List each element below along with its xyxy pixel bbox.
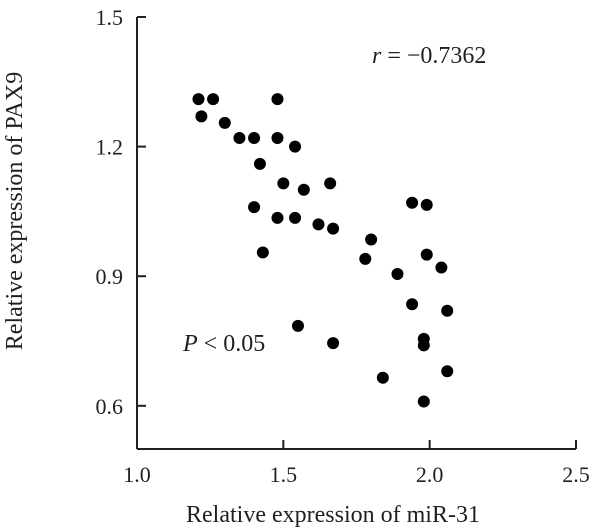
y-axis-title: Relative expression of PAX9 — [2, 72, 28, 350]
r-symbol: r — [372, 43, 382, 69]
data-point — [192, 93, 205, 106]
data-point — [391, 268, 404, 281]
data-point — [233, 131, 246, 144]
data-point — [441, 304, 454, 317]
data-point — [248, 131, 261, 144]
data-point — [406, 196, 419, 209]
y-tick-label: 1.2 — [96, 135, 124, 160]
p-symbol: P — [182, 331, 198, 357]
data-point — [327, 337, 340, 350]
data-point — [218, 116, 231, 129]
p-value: < 0.05 — [198, 331, 266, 357]
data-point — [420, 248, 433, 261]
data-point — [207, 93, 220, 106]
p-value-annotation: P < 0.05 — [182, 331, 265, 357]
data-point — [435, 261, 448, 274]
data-point — [417, 395, 430, 408]
data-point — [417, 339, 430, 352]
y-tick-label: 0.6 — [96, 394, 124, 419]
x-tick-label: 1.0 — [123, 462, 151, 487]
data-point — [376, 371, 389, 384]
data-point — [289, 211, 302, 224]
data-point — [327, 222, 340, 235]
x-tick-label: 2.0 — [416, 462, 444, 487]
x-ticks: 1.0 1.5 2.0 2.5 — [123, 440, 590, 487]
data-point — [253, 157, 266, 170]
x-tick-label: 1.5 — [270, 462, 298, 487]
data-point — [289, 140, 302, 153]
y-tick-label: 1.5 — [96, 5, 124, 30]
data-point — [365, 233, 378, 246]
x-axis-title: Relative expression of miR-31 — [186, 502, 480, 528]
data-point — [271, 211, 284, 224]
data-point — [420, 198, 433, 211]
data-point — [297, 183, 310, 196]
data-point — [277, 177, 290, 190]
data-point — [271, 93, 284, 106]
data-point — [195, 110, 208, 123]
x-tick-label: 2.5 — [562, 462, 590, 487]
data-point — [406, 298, 419, 311]
correlation-annotation: r = −0.7362 — [372, 43, 486, 69]
r-value: = −0.7362 — [381, 43, 486, 69]
data-point — [441, 365, 454, 378]
y-tick-label: 0.9 — [96, 264, 124, 289]
y-ticks: 0.6 0.9 1.2 1.5 — [96, 5, 146, 419]
data-point — [248, 201, 261, 214]
data-point — [359, 252, 372, 265]
data-points — [192, 93, 454, 408]
data-point — [312, 218, 325, 231]
data-point — [291, 319, 304, 332]
data-point — [256, 246, 269, 259]
data-point — [271, 131, 284, 144]
plot-area: 1.0 1.5 2.0 2.5 0.6 0.9 1.2 1.5 — [96, 5, 590, 487]
data-point — [324, 177, 337, 190]
